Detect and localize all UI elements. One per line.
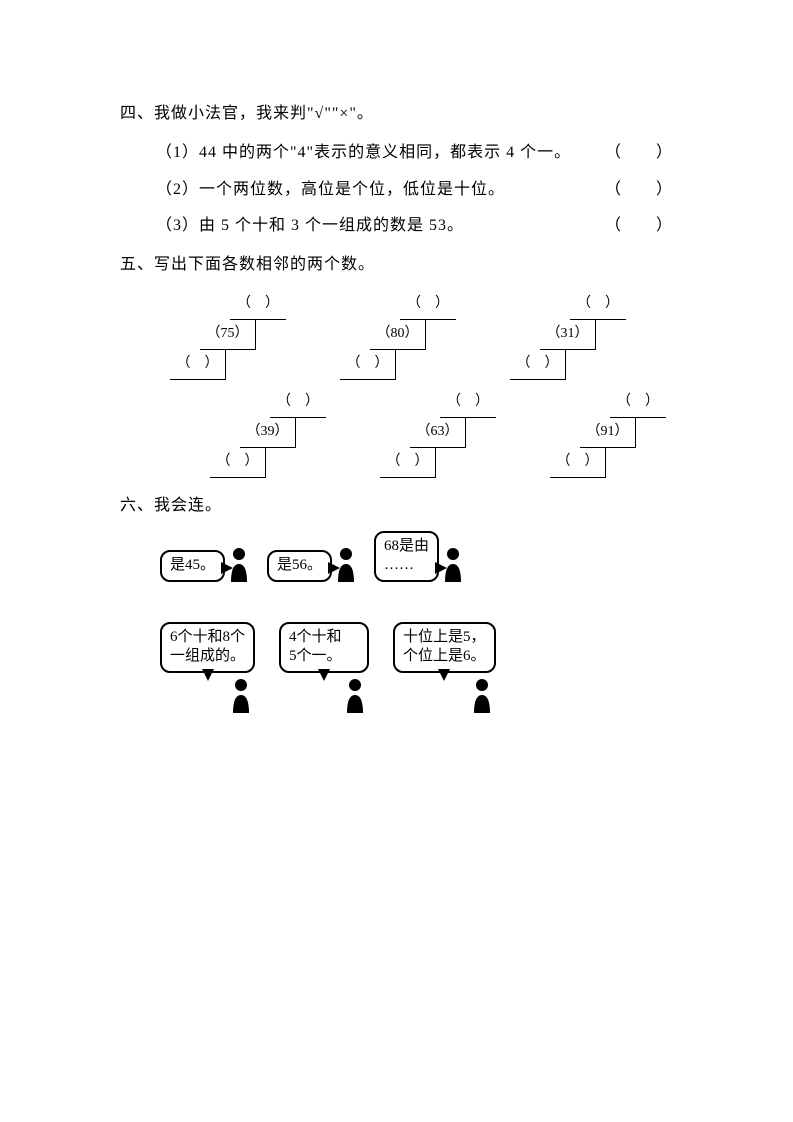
q4-2-text: 一个两位数，高位是个位，低位是十位。: [199, 181, 505, 198]
q4-1-text: 44 中的两个"4"表示的意义相同，都表示 4 个一。: [199, 144, 571, 161]
stair-3-mid: （31）: [540, 320, 596, 350]
stair-6-mid: （91）: [580, 418, 636, 448]
stairs-row-2: （ ） （39） （ ） （ ） （63） （ ） （ ） （91） （ ）: [210, 388, 673, 478]
q4-3-paren[interactable]: （ ）: [605, 212, 673, 241]
bot-bubble-3[interactable]: 十位上是5， 个位上是6。: [393, 622, 496, 673]
match-area: 是45。 是56。 68是由 …… 6个十和8个 一组成的。 4个十和 5个一。: [120, 531, 673, 713]
stair-4-mid: （39）: [240, 418, 296, 448]
section-4-title: 四、我做小法官，我来判"√""×"。: [120, 100, 673, 129]
q4-2-paren[interactable]: （ ）: [605, 176, 673, 205]
stair-1-bot[interactable]: （ ）: [170, 350, 226, 380]
section-6-title: 六、我会连。: [120, 492, 673, 521]
q4-item-2: （2）一个两位数，高位是个位，低位是十位。 （ ）: [156, 176, 673, 205]
section-4-items: （1）44 中的两个"4"表示的意义相同，都表示 4 个一。 （ ） （2）一个…: [120, 139, 673, 241]
q4-2-no: （2）: [156, 181, 199, 198]
bot-bubble-2[interactable]: 4个十和 5个一。: [279, 622, 369, 673]
person-icon: [341, 677, 369, 713]
q4-item-3: （3）由 5 个十和 3 个一组成的数是 53。 （ ）: [156, 212, 673, 241]
top-bubble-1[interactable]: 是45。: [160, 550, 225, 582]
stair-2-mid: （80）: [370, 320, 426, 350]
stair-5-top[interactable]: （ ）: [440, 388, 496, 418]
stair-1: （ ） （75） （ ）: [170, 290, 290, 380]
q4-1-paren[interactable]: （ ）: [605, 139, 673, 168]
top-bubble-3[interactable]: 68是由 ……: [374, 531, 439, 582]
top-bubble-2[interactable]: 是56。: [267, 550, 332, 582]
stair-5-bot[interactable]: （ ）: [380, 448, 436, 478]
stair-3-bot[interactable]: （ ）: [510, 350, 566, 380]
section-5-title: 五、写出下面各数相邻的两个数。: [120, 251, 673, 280]
bot-set-3: 十位上是5， 个位上是6。: [393, 622, 496, 713]
stair-4-top[interactable]: （ ）: [270, 388, 326, 418]
bot-set-1: 6个十和8个 一组成的。: [160, 622, 255, 713]
bot-bubble-1[interactable]: 6个十和8个 一组成的。: [160, 622, 255, 673]
stairs-row-1: （ ） （75） （ ） （ ） （80） （ ） （ ） （31） （ ）: [170, 290, 673, 380]
person-icon: [227, 677, 255, 713]
match-bottom-row: 6个十和8个 一组成的。 4个十和 5个一。 十位上是5， 个位上是6。: [160, 622, 673, 713]
stair-3: （ ） （31） （ ）: [510, 290, 630, 380]
q4-3-text: 由 5 个十和 3 个一组成的数是 53。: [199, 217, 464, 234]
stair-4: （ ） （39） （ ）: [210, 388, 330, 478]
stair-4-bot[interactable]: （ ）: [210, 448, 266, 478]
stair-2-bot[interactable]: （ ）: [340, 350, 396, 380]
top-set-3: 68是由 ……: [374, 531, 467, 582]
top-set-2: 是56。: [267, 531, 360, 582]
stair-5-mid: （63）: [410, 418, 466, 448]
stair-5: （ ） （63） （ ）: [380, 388, 500, 478]
stair-1-top[interactable]: （ ）: [230, 290, 286, 320]
top-set-1: 是45。: [160, 531, 253, 582]
stair-2-top[interactable]: （ ）: [400, 290, 456, 320]
q4-1-no: （1）: [156, 144, 199, 161]
stair-6-top[interactable]: （ ）: [610, 388, 666, 418]
section-6: 六、我会连。 是45。 是56。 68是由 …… 6个十和8个 一组成的。: [120, 492, 673, 713]
q4-3-no: （3）: [156, 217, 199, 234]
stair-3-top[interactable]: （ ）: [570, 290, 626, 320]
q4-item-1: （1）44 中的两个"4"表示的意义相同，都表示 4 个一。 （ ）: [156, 139, 673, 168]
person-icon: [468, 677, 496, 713]
bot-set-2: 4个十和 5个一。: [279, 622, 369, 713]
stair-2: （ ） （80） （ ）: [340, 290, 460, 380]
match-top-row: 是45。 是56。 68是由 ……: [160, 531, 673, 582]
section-4: 四、我做小法官，我来判"√""×"。 （1）44 中的两个"4"表示的意义相同，…: [120, 100, 673, 241]
stair-1-mid: （75）: [200, 320, 256, 350]
section-5: 五、写出下面各数相邻的两个数。 （ ） （75） （ ） （ ） （80） （ …: [120, 251, 673, 478]
stair-6-bot[interactable]: （ ）: [550, 448, 606, 478]
stair-6: （ ） （91） （ ）: [550, 388, 670, 478]
